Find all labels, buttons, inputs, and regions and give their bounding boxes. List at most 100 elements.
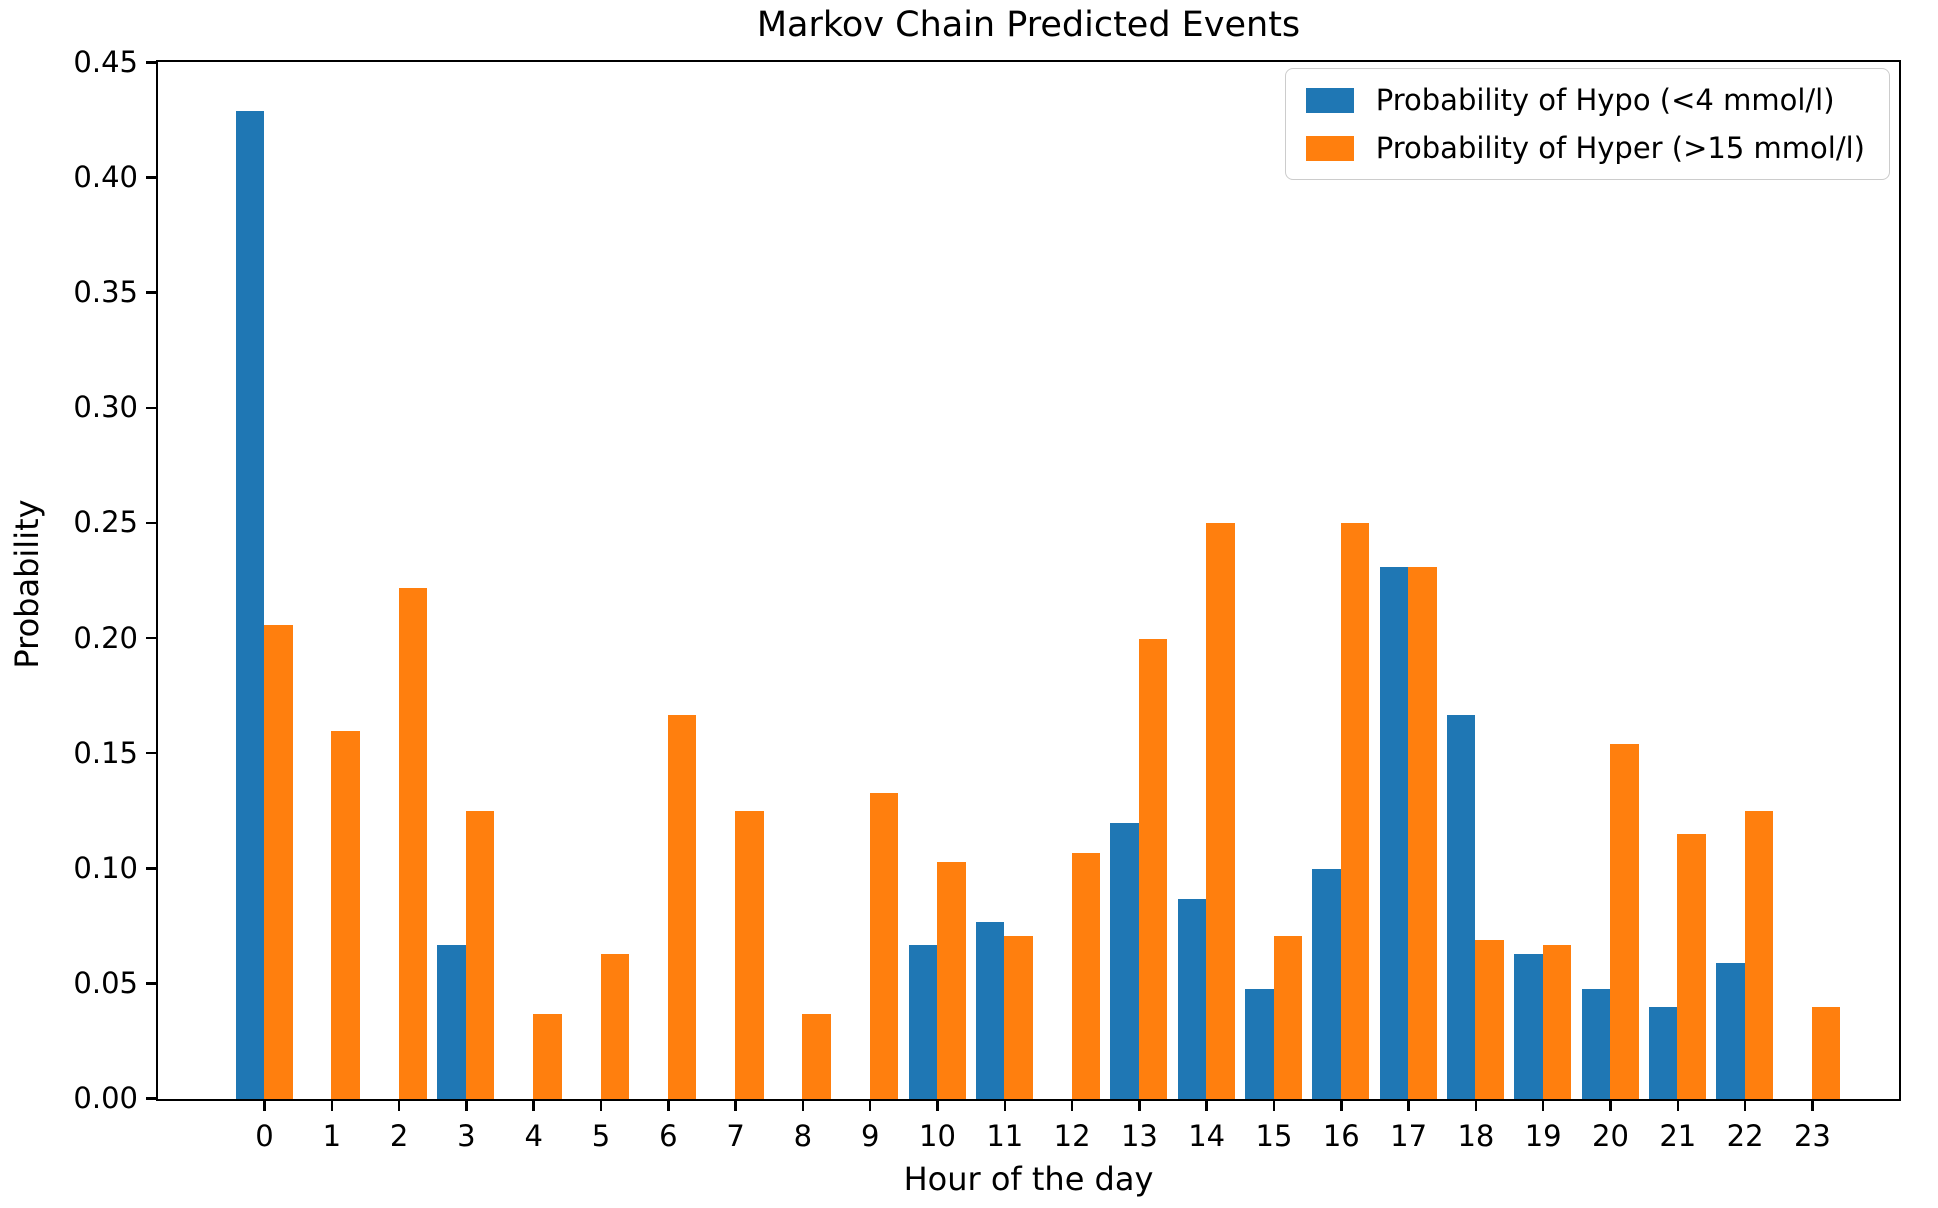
bar-hypo-hour-19	[1514, 953, 1543, 1099]
x-tick-label: 7	[726, 1119, 745, 1153]
bar-hyper-hour-1	[331, 730, 360, 1099]
x-tick-label: 21	[1659, 1119, 1697, 1153]
x-tick-mark	[1474, 1101, 1478, 1111]
x-tick-label: 5	[591, 1119, 611, 1153]
x-tick-label: 2	[389, 1119, 409, 1153]
bar-hyper-hour-6	[667, 714, 697, 1099]
x-tick-mark	[667, 1101, 670, 1111]
bar-hyper-hour-2	[398, 587, 428, 1099]
bar-hyper-hour-11	[1004, 935, 1033, 1099]
x-tick-mark	[1070, 1101, 1074, 1111]
bar-hypo-hour-16	[1312, 868, 1341, 1099]
legend: Probability of Hypo (<4 mmol/l) Probabil…	[1284, 68, 1890, 180]
bar-hyper-hour-0	[264, 624, 293, 1099]
bar-hypo-hour-17	[1379, 567, 1409, 1099]
bar-hyper-hour-15	[1273, 935, 1302, 1099]
legend-label-hyper: Probability of Hyper (>15 mmol/l)	[1375, 131, 1865, 165]
bar-hyper-hour-21	[1677, 834, 1706, 1099]
x-tick-label: 9	[860, 1119, 880, 1153]
bar-hypo-hour-14	[1177, 898, 1207, 1099]
x-tick-label: 13	[1120, 1119, 1158, 1153]
legend-item-hypo: Probability of Hypo (<4 mmol/l)	[1305, 83, 1865, 117]
x-tick-label: 11	[986, 1119, 1024, 1153]
y-tick-label: 0.45	[73, 45, 138, 79]
x-tick-label: 19	[1524, 1119, 1562, 1153]
x-tick-label: 0	[255, 1119, 274, 1153]
bar-hyper-hour-9	[869, 792, 899, 1099]
legend-swatch-orange-icon	[1305, 135, 1354, 161]
y-tick-mark	[146, 867, 156, 870]
x-tick-label: 14	[1188, 1119, 1226, 1153]
x-tick-label: 15	[1255, 1119, 1293, 1153]
y-tick-label: 0.30	[73, 390, 138, 425]
bar-hyper-hour-16	[1340, 523, 1370, 1099]
bar-hyper-hour-10	[937, 861, 966, 1099]
x-tick-label: 22	[1726, 1119, 1764, 1153]
y-tick-mark	[146, 636, 156, 640]
bar-hyper-hour-14	[1206, 523, 1235, 1099]
x-tick-mark	[1340, 1101, 1343, 1111]
y-tick-mark	[146, 1097, 156, 1100]
bar-hyper-hour-5	[600, 953, 629, 1099]
y-tick-mark	[146, 61, 156, 64]
x-tick-mark	[1003, 1101, 1007, 1111]
x-tick-mark	[1743, 1101, 1747, 1111]
x-tick-mark	[734, 1101, 737, 1111]
x-axis-label: Hour of the day	[903, 1160, 1154, 1198]
bar-hyper-hour-3	[465, 811, 495, 1099]
x-tick-label: 23	[1793, 1119, 1831, 1153]
bar-hyper-hour-20	[1610, 744, 1639, 1099]
x-tick-mark	[801, 1101, 805, 1111]
bar-hyper-hour-23	[1811, 1006, 1841, 1099]
bar-hyper-hour-12	[1071, 852, 1101, 1099]
bar-hypo-hour-18	[1446, 714, 1476, 1099]
x-tick-mark	[1811, 1101, 1814, 1111]
legend-swatch-blue-icon	[1305, 87, 1354, 113]
x-tick-mark	[1609, 1101, 1612, 1111]
plot-area: Probability of Hypo (<4 mmol/l) Probabil…	[156, 60, 1901, 1101]
bar-hyper-hour-22	[1744, 811, 1774, 1099]
x-tick-label: 3	[457, 1119, 476, 1153]
x-tick-mark	[599, 1101, 603, 1111]
x-tick-mark	[868, 1101, 872, 1111]
legend-item-hyper: Probability of Hyper (>15 mmol/l)	[1305, 131, 1865, 165]
y-tick-label: 0.35	[73, 275, 138, 310]
bar-hypo-hour-20	[1581, 988, 1610, 1099]
bar-hyper-hour-8	[802, 1013, 831, 1099]
x-tick-mark	[263, 1101, 266, 1111]
bar-hyper-hour-17	[1408, 567, 1437, 1099]
x-tick-label: 10	[919, 1119, 956, 1153]
x-tick-mark	[936, 1101, 939, 1111]
bar-hyper-hour-7	[735, 811, 764, 1099]
bar-hyper-hour-19	[1542, 944, 1572, 1099]
y-tick-label: 0.40	[73, 160, 138, 195]
x-tick-label: 18	[1457, 1119, 1495, 1153]
x-tick-label: 12	[1053, 1119, 1091, 1153]
x-tick-mark	[1407, 1101, 1410, 1111]
x-tick-label: 1	[322, 1119, 342, 1153]
x-tick-mark	[532, 1101, 535, 1111]
bar-hyper-hour-18	[1475, 940, 1504, 1099]
y-tick-label: 0.20	[73, 620, 138, 655]
bar-hypo-hour-10	[908, 944, 937, 1099]
y-tick-mark	[146, 982, 156, 985]
y-tick-mark	[146, 406, 156, 410]
bar-hyper-hour-13	[1138, 638, 1168, 1099]
y-tick-label: 0.10	[73, 850, 138, 885]
bar-hyper-hour-4	[533, 1013, 562, 1099]
bar-hypo-hour-22	[1716, 963, 1745, 1099]
y-tick-label: 0.00	[73, 1081, 138, 1115]
x-tick-mark	[1205, 1101, 1208, 1111]
y-tick-mark	[146, 521, 156, 525]
x-tick-label: 20	[1592, 1119, 1629, 1153]
y-tick-mark	[146, 176, 156, 179]
bar-hypo-hour-3	[437, 944, 466, 1099]
x-tick-mark	[330, 1101, 334, 1111]
x-tick-mark	[1138, 1101, 1141, 1111]
x-tick-mark	[1272, 1101, 1276, 1111]
x-tick-mark	[465, 1101, 468, 1111]
x-tick-label: 8	[793, 1119, 813, 1153]
x-tick-mark	[1541, 1101, 1545, 1111]
y-tick-mark	[146, 751, 156, 755]
y-tick-label: 0.05	[73, 965, 138, 1000]
